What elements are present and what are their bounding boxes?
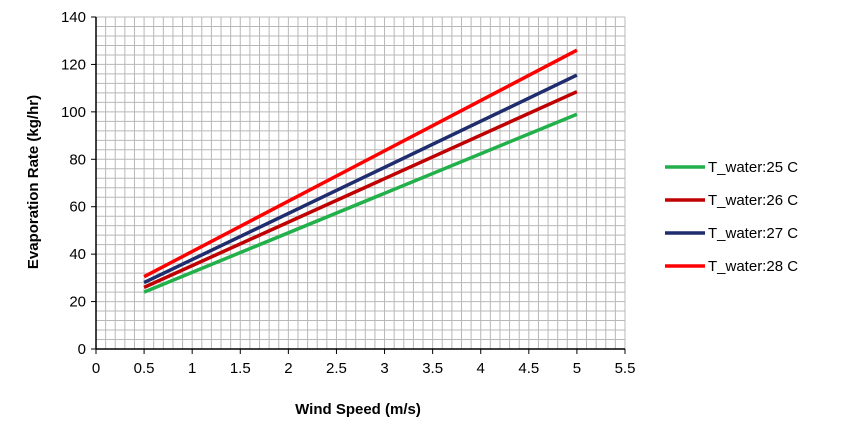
x-tick-label: 1.5 (230, 360, 251, 377)
series-line-2 (143, 90, 578, 289)
x-tick-label: 4 (477, 360, 485, 377)
y-tick-label: 40 (69, 246, 86, 263)
x-tick-label: 2 (284, 360, 292, 377)
x-tick-label: 1 (188, 360, 196, 377)
legend-label-3: T_water:27 C (708, 225, 798, 242)
legend: T_water:25 C T_water:26 C T_water:27 C T_wa… (665, 159, 798, 275)
series-lines (143, 48, 578, 294)
series-line-4 (143, 48, 578, 279)
y-tick-label: 120 (61, 56, 86, 73)
y-tick-label: 100 (61, 104, 86, 121)
x-tick-label: 3 (380, 360, 388, 377)
y-axis-ticks: 0 20 40 60 80 100 120 140 (61, 9, 96, 358)
x-tick-label: 3.5 (422, 360, 443, 377)
axes (95, 17, 625, 350)
x-tick-label: 2.5 (326, 360, 347, 377)
x-tick-label: 4.5 (518, 360, 539, 377)
legend-label-2: T_water:26 C (708, 192, 798, 209)
x-axis-ticks: 0 0.5 1 1.5 2 2.5 3 3.5 4 4.5 5 5.5 (92, 349, 636, 377)
series-line-3 (143, 73, 578, 285)
y-tick-label: 140 (61, 9, 86, 26)
series-line-1 (143, 112, 578, 294)
x-tick-label: 0.5 (134, 360, 155, 377)
y-tick-label: 0 (78, 341, 86, 358)
y-tick-label: 80 (69, 151, 86, 168)
x-axis-title: Wind Speed (m/s) (295, 401, 421, 418)
x-tick-label: 0 (92, 360, 100, 377)
x-tick-label: 5 (573, 360, 581, 377)
legend-label-1: T_water:25 C (708, 159, 798, 176)
legend-label-4: T_water:28 C (708, 258, 798, 275)
y-tick-label: 20 (69, 294, 86, 311)
x-tick-label: 5.5 (615, 360, 636, 377)
y-axis-title: Evaporation Rate (kg/hr) (25, 95, 42, 269)
y-tick-label: 60 (69, 199, 86, 216)
